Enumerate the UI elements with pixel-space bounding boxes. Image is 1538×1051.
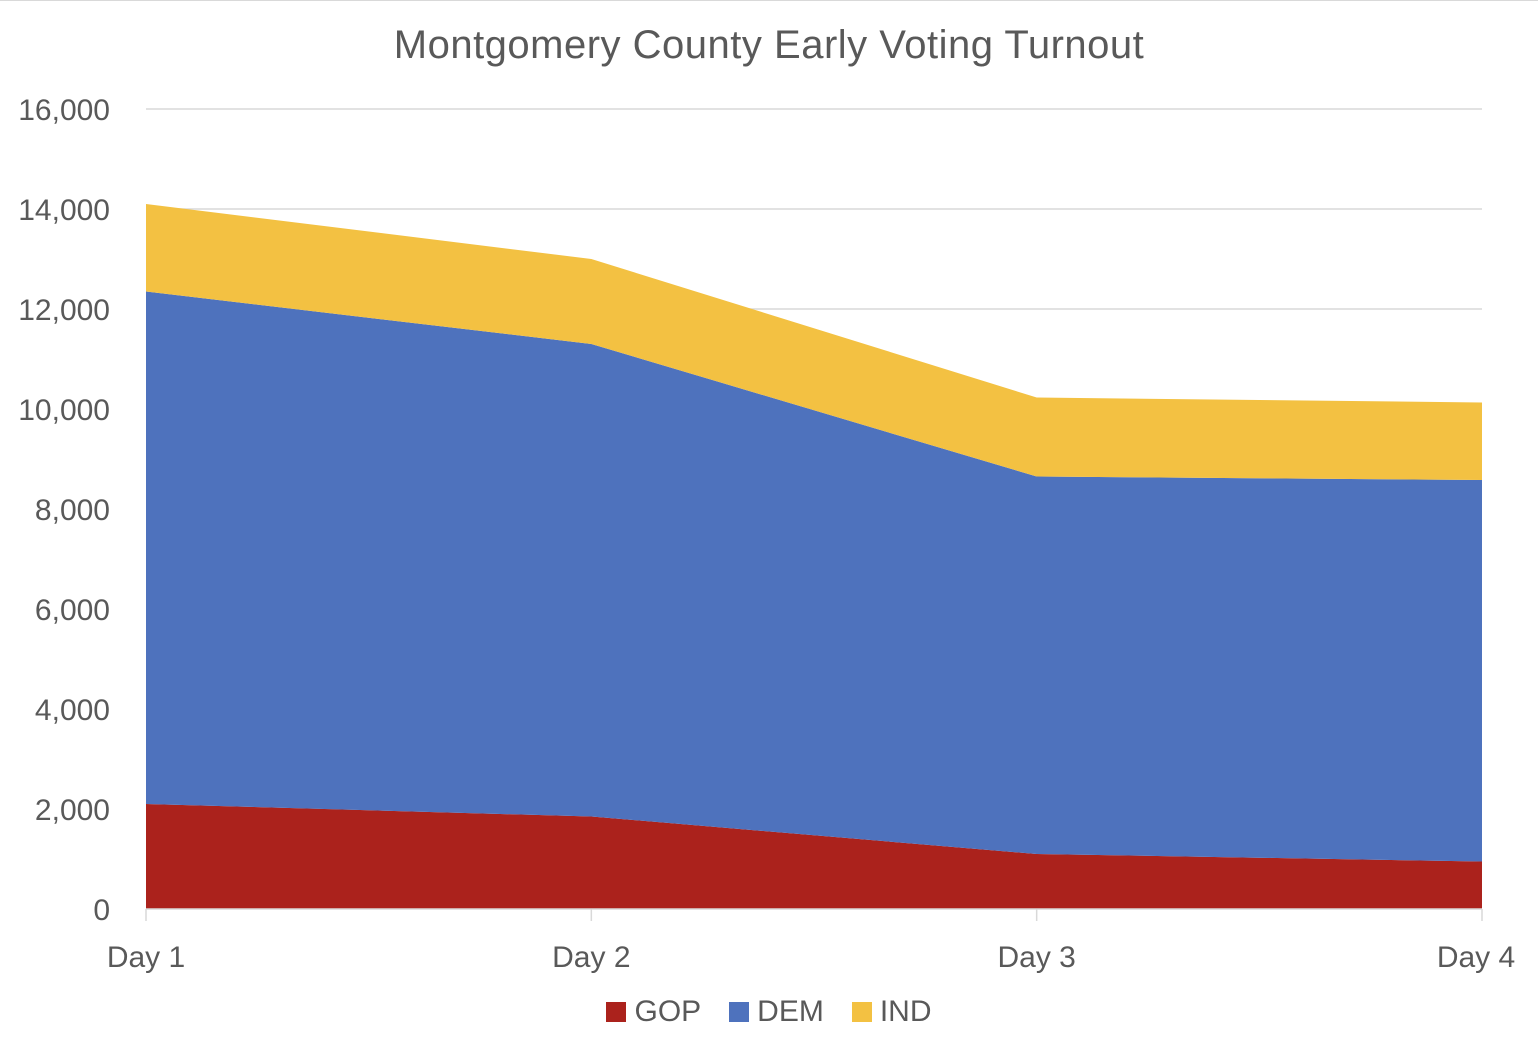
legend-swatch-gop	[606, 1002, 627, 1022]
y-tick-label: 2,000	[35, 794, 110, 827]
x-tick-label: Day 1	[107, 941, 185, 974]
x-tick-label: Day 3	[997, 941, 1075, 974]
x-tick-label: Day 2	[552, 941, 630, 974]
legend-item-ind: IND	[851, 995, 932, 1029]
area-series-dem	[146, 291, 1482, 862]
area-series-group	[146, 204, 1482, 909]
y-tick-label: 14,000	[18, 194, 110, 227]
legend-label-gop: GOP	[634, 995, 702, 1028]
legend-label-ind: IND	[879, 995, 932, 1028]
x-axis-ticks: Day 1 Day 2 Day 3 Day 4	[107, 909, 1515, 974]
y-tick-label: 16,000	[18, 94, 110, 127]
legend-label-dem: DEM	[757, 995, 824, 1028]
chart-title: Montgomery County Early Voting Turnout	[393, 23, 1145, 67]
y-tick-label: 4,000	[35, 694, 110, 727]
legend-item-dem: DEM	[729, 995, 824, 1029]
y-axis-ticks: 0 2,000 4,000 6,000 8,000 10,000 12,000 14,000 1…	[18, 94, 110, 927]
x-tick-label: Day 4	[1437, 941, 1515, 974]
legend-swatch-dem	[729, 1002, 750, 1022]
area-series-ind	[146, 204, 1482, 480]
area-series-gop	[146, 804, 1482, 909]
y-tick-label: 8,000	[35, 494, 110, 527]
legend-item-gop: GOP	[606, 995, 701, 1029]
y-tick-label: 12,000	[18, 294, 110, 327]
y-tick-label: 0	[93, 894, 110, 927]
legend: GOP DEM IND	[0, 995, 1538, 1029]
y-tick-label: 6,000	[35, 594, 110, 627]
legend-swatch-ind	[851, 1002, 872, 1022]
y-tick-label: 10,000	[18, 394, 110, 427]
